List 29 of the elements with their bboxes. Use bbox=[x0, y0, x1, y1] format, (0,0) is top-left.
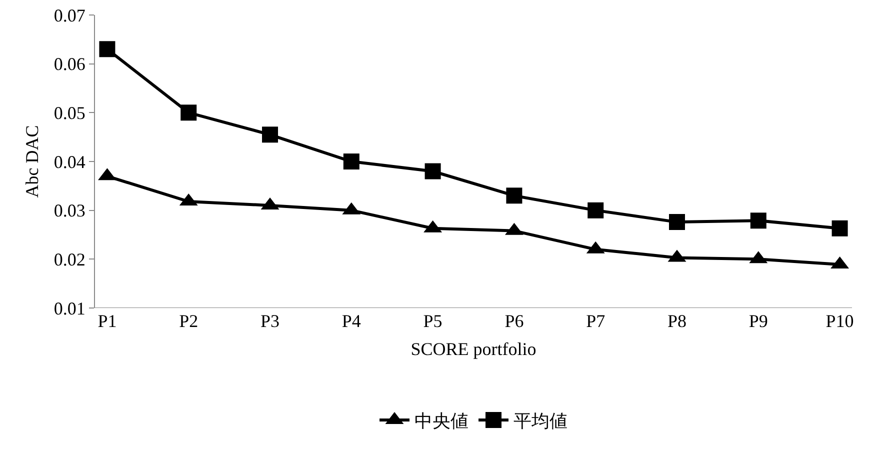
x-tick-label: P2 bbox=[179, 311, 198, 331]
y-tick-label: 0.01 bbox=[54, 298, 86, 318]
point bbox=[262, 126, 278, 143]
x-tick-label: P3 bbox=[260, 311, 280, 331]
x-tick-label: P7 bbox=[586, 311, 606, 331]
x-tick-label: P5 bbox=[423, 311, 442, 331]
x-tick-label: P4 bbox=[342, 311, 361, 331]
point bbox=[343, 154, 360, 170]
point bbox=[588, 202, 604, 218]
y-axis-title: Abc DAC bbox=[22, 125, 42, 198]
x-axis-title: SCORE portfolio bbox=[410, 339, 536, 360]
x-tick-label: P6 bbox=[504, 311, 524, 331]
x-tick-label: P1 bbox=[98, 311, 117, 331]
legend-label: 中央値 bbox=[414, 410, 468, 432]
point bbox=[180, 104, 197, 121]
y-tick-label: 0.06 bbox=[54, 54, 86, 74]
y-tick-label: 0.05 bbox=[54, 102, 86, 123]
x-tick-label: P8 bbox=[667, 311, 686, 331]
y-tick-label: 0.02 bbox=[54, 249, 86, 270]
x-tick-label: P9 bbox=[748, 311, 768, 331]
x-tick-label: P10 bbox=[826, 311, 854, 331]
y-tick-label: 0.04 bbox=[54, 152, 86, 172]
point bbox=[832, 220, 848, 236]
y-tick-label: 0.07 bbox=[54, 5, 86, 26]
y-tick-label: 0.03 bbox=[54, 200, 86, 221]
point bbox=[99, 41, 116, 58]
legend-label: 平均値 bbox=[514, 410, 568, 432]
point bbox=[506, 188, 522, 204]
point bbox=[424, 163, 441, 180]
